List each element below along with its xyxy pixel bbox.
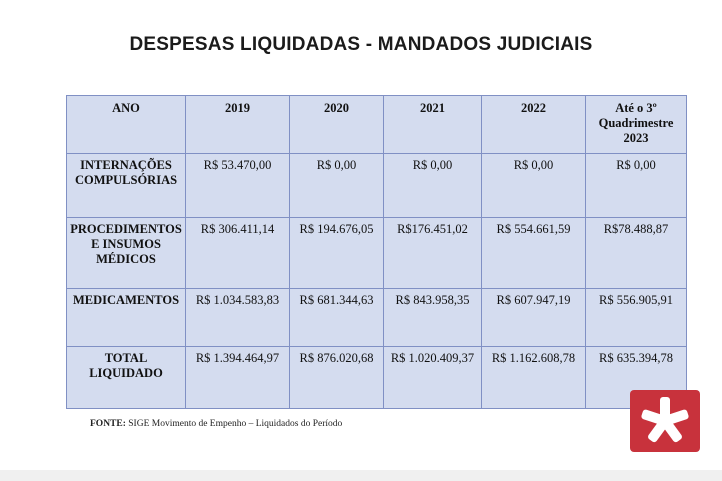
row-label: INTERNAÇÕES COMPULSÓRIAS (66, 153, 186, 218)
table-header-row: ANO 2019 2020 2021 2022 Até o 3º Quadrim… (66, 95, 687, 154)
table-cell: R$ 194.676,05 (289, 217, 384, 289)
table-cell: R$ 0,00 (481, 153, 586, 218)
table-row: MEDICAMENTOS R$ 1.034.583,83 R$ 681.344,… (66, 288, 687, 347)
source-text: SIGE Movimento de Empenho – Liquidados d… (128, 419, 343, 429)
column-header: 2022 (481, 95, 586, 154)
table-cell: R$ 554.661,59 (481, 217, 586, 289)
source-label: FONTE: (90, 419, 126, 429)
table-cell: R$ 1.394.464,97 (185, 346, 290, 409)
table-cell: R$ 1.162.608,78 (481, 346, 586, 409)
table-cell: R$ 843.958,35 (383, 288, 482, 347)
table-cell: R$ 1.034.583,83 (185, 288, 290, 347)
row-label: MEDICAMENTOS (66, 288, 186, 347)
table-row: TOTAL LIQUIDADO R$ 1.394.464,97 R$ 876.0… (66, 346, 687, 409)
table-cell: R$ 53.470,00 (185, 153, 290, 218)
source-note: FONTE: SIGE Movimento de Empenho – Liqui… (90, 419, 342, 429)
table-row: INTERNAÇÕES COMPULSÓRIAS R$ 53.470,00 R$… (66, 153, 687, 218)
table-cell: R$ 0,00 (383, 153, 482, 218)
column-header: 2021 (383, 95, 482, 154)
table-cell: R$ 556.905,91 (585, 288, 687, 347)
column-header: 2020 (289, 95, 384, 154)
table-cell: R$ 0,00 (289, 153, 384, 218)
table-cell: R$78.488,87 (585, 217, 687, 289)
expenses-table: ANO 2019 2020 2021 2022 Até o 3º Quadrim… (66, 95, 687, 409)
column-header: 2019 (185, 95, 290, 154)
table-cell: R$ 1.020.409,37 (383, 346, 482, 409)
table-cell: R$ 681.344,63 (289, 288, 384, 347)
table-cell: R$ 876.020,68 (289, 346, 384, 409)
row-label: PROCEDIMENTOS E INSUMOS MÉDICOS (66, 217, 186, 289)
table-cell: R$176.451,02 (383, 217, 482, 289)
table-row: PROCEDIMENTOS E INSUMOS MÉDICOS R$ 306.4… (66, 217, 687, 289)
asterisk-logo-icon (630, 390, 700, 452)
table-cell: R$ 0,00 (585, 153, 687, 218)
row-label: TOTAL LIQUIDADO (66, 346, 186, 409)
page-title: DESPESAS LIQUIDADAS - MANDADOS JUDICIAIS (129, 34, 593, 55)
column-header: Até o 3º Quadrimestre 2023 (585, 95, 687, 154)
column-header: ANO (66, 95, 186, 154)
footer-bar (0, 470, 722, 481)
table-cell: R$ 607.947,19 (481, 288, 586, 347)
table-cell: R$ 306.411,14 (185, 217, 290, 289)
